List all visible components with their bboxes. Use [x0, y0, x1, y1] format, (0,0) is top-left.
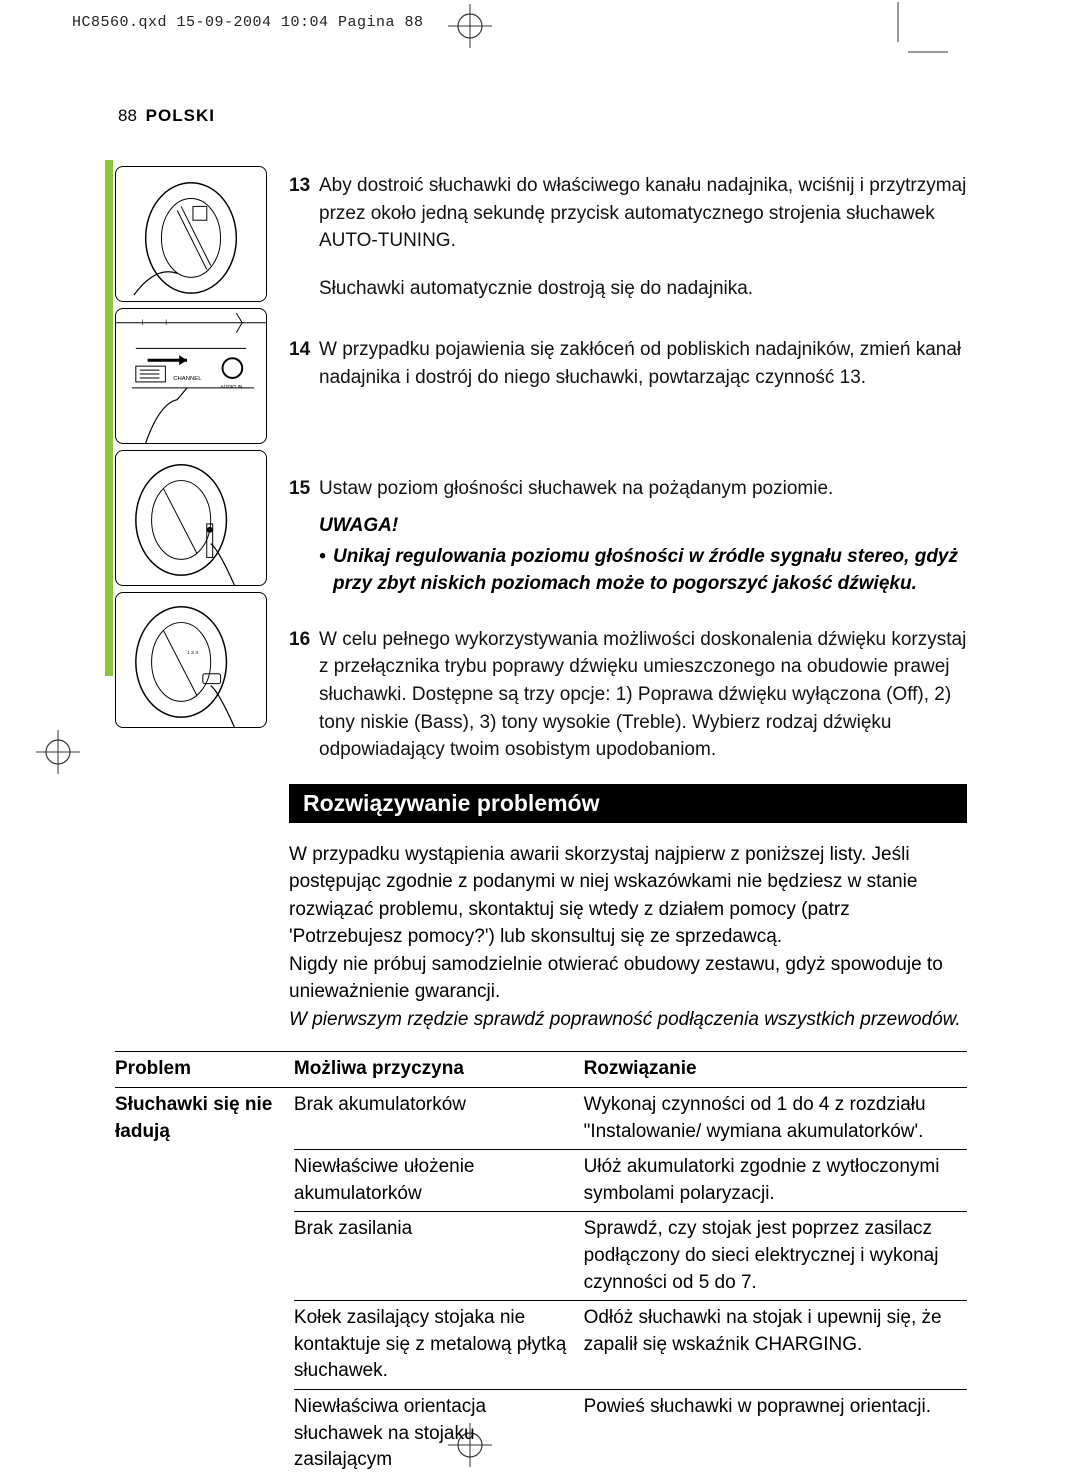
instruction-text-column: 13 Aby dostroić słuchawki do właściwego … — [289, 166, 967, 1051]
crop-header: HC8560.qxd 15-09-2004 10:04 Pagina 88 — [72, 14, 424, 31]
table-body: Słuchawki się nie ładują Brak akumulator… — [115, 1088, 967, 1478]
cell-cause: Kołek zasilający stojaka nie kontaktuje … — [294, 1301, 584, 1390]
svg-text:AUDIO IN: AUDIO IN — [221, 384, 243, 390]
step-number: 16 — [289, 626, 319, 764]
section-para2: Nigdy nie próbuj samodzielnie otwierać o… — [289, 954, 943, 1003]
section-heading-bar: Rozwiązywanie problemów — [289, 784, 967, 823]
step-body: Aby dostroić słuchawki do właściwego kan… — [319, 172, 967, 255]
page-content: 88 POLSKI — [115, 106, 967, 1478]
step-15: 15 Ustaw poziom głośności słuchawek na p… — [289, 475, 967, 503]
step-14: 14 W przypadku pojawienia się zakłóceń o… — [289, 336, 967, 391]
figure-channel-switch: l l CHANNEL AUDIO IN — [115, 308, 267, 444]
step-16: 16 W celu pełnego wykorzystywania możliw… — [289, 626, 967, 764]
thumbnail-column: l l CHANNEL AUDIO IN — [115, 166, 267, 1051]
warning-text: Unikaj regulowania poziomu głośności w ź… — [333, 543, 967, 598]
language-label: POLSKI — [146, 106, 215, 125]
section-paragraph: W przypadku wystąpienia awarii skorzysta… — [289, 841, 967, 1034]
cell-cause: Brak zasilania — [294, 1212, 584, 1301]
warning-bullet: • Unikaj regulowania poziomu głośności w… — [319, 543, 967, 598]
crop-corner-top-right — [888, 2, 948, 62]
top-instructions-row: l l CHANNEL AUDIO IN — [115, 166, 967, 1051]
step-number: 13 — [289, 172, 319, 255]
page-number: 88 — [118, 106, 137, 125]
figure-volume — [115, 450, 267, 586]
bullet-dot: • — [319, 543, 333, 598]
cell-cause: Niewłaściwe ułożenie akumulatorków — [294, 1150, 584, 1212]
step-body: Ustaw poziom głośności słuchawek na pożą… — [319, 475, 967, 503]
cell-cause: Brak akumulatorków — [294, 1088, 584, 1150]
page-number-line: 88 POLSKI — [118, 106, 967, 126]
step-13: 13 Aby dostroić słuchawki do właściwego … — [289, 172, 967, 255]
step-number: 14 — [289, 336, 319, 391]
cell-solution: Ułóż akumulatorki zgodnie z wytłoczonymi… — [584, 1150, 967, 1212]
section-para1: W przypadku wystąpienia awarii skorzysta… — [289, 844, 917, 948]
col-cause: Możliwa przyczyna — [294, 1052, 584, 1088]
cell-cause: Niewłaściwa orientacja słuchawek na stoj… — [294, 1390, 584, 1478]
registration-mark-top — [448, 4, 492, 48]
troubleshooting-table: Problem Możliwa przyczyna Rozwiązanie Sł… — [115, 1051, 967, 1477]
cell-problem: Słuchawki się nie ładują — [115, 1088, 294, 1478]
svg-text:1 2 3: 1 2 3 — [187, 650, 198, 656]
col-solution: Rozwiązanie — [584, 1052, 967, 1088]
step-body: W przypadku pojawienia się zakłóceń od p… — [319, 336, 967, 391]
cell-solution: Odłóż słuchawki na stojak i upewnij się,… — [584, 1301, 967, 1390]
step-13-note: Słuchawki automatycznie dostroją się do … — [319, 275, 967, 303]
table-row: Słuchawki się nie ładują Brak akumulator… — [115, 1088, 967, 1150]
figure-sound-enhancement: 1 2 3 — [115, 592, 267, 728]
step-body: W celu pełnego wykorzystywania możliwośc… — [319, 626, 967, 764]
cell-solution: Sprawdź, czy stojak jest poprzez zasilac… — [584, 1212, 967, 1301]
registration-mark-left — [36, 730, 80, 774]
section-para3: W pierwszym rzędzie sprawdź poprawność p… — [289, 1009, 961, 1030]
col-problem: Problem — [115, 1052, 294, 1088]
cell-solution: Powieś słuchawki w poprawnej orientacji. — [584, 1390, 967, 1478]
cell-solution: Wykonaj czynności od 1 do 4 z rozdziału … — [584, 1088, 967, 1150]
step-number: 15 — [289, 475, 319, 503]
warning-label: UWAGA! — [319, 515, 967, 537]
table-header-row: Problem Możliwa przyczyna Rozwiązanie — [115, 1052, 967, 1088]
figure-auto-tuning — [115, 166, 267, 302]
svg-text:CHANNEL: CHANNEL — [173, 376, 202, 382]
side-accent-band — [105, 160, 113, 676]
